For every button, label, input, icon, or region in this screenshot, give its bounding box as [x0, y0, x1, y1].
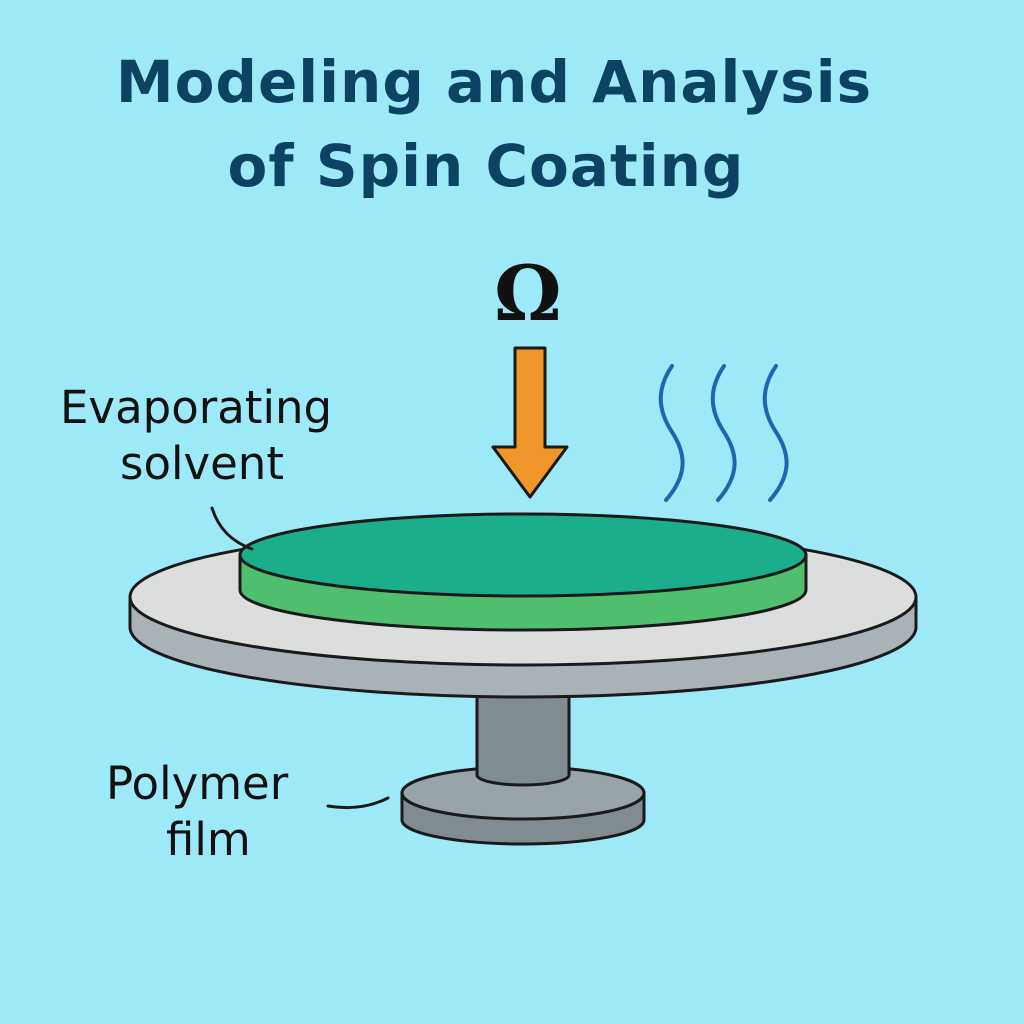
polymer-film-label: Polymer film	[106, 756, 288, 868]
polymer-film-layer	[238, 512, 808, 632]
page-title-line-1: Modeling and Analysis	[115, 48, 873, 116]
angular-velocity-symbol: Ω	[494, 249, 562, 338]
polymer-leader-line	[326, 796, 390, 810]
solvent-leader-line	[210, 506, 254, 551]
vapor-line-2	[710, 364, 737, 502]
downward-arrow-icon	[491, 346, 569, 499]
solvent-label-line-2: solvent	[120, 437, 284, 490]
polymer-label-line-1: Polymer	[106, 757, 289, 810]
polymer-label-line-2: film	[166, 813, 251, 866]
vapor-line-1	[658, 364, 685, 502]
vapor-line-3	[762, 364, 789, 502]
spindle	[475, 678, 571, 787]
evaporating-solvent-label: Evaporating solvent	[60, 380, 332, 492]
vapor-lines-icon	[658, 364, 789, 502]
solvent-label-line-1: Evaporating	[60, 381, 333, 434]
page-title-line-2: of Spin Coating	[227, 132, 745, 200]
